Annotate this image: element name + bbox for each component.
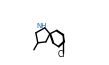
Text: Cl: Cl (58, 50, 65, 59)
Text: NH: NH (37, 23, 47, 29)
